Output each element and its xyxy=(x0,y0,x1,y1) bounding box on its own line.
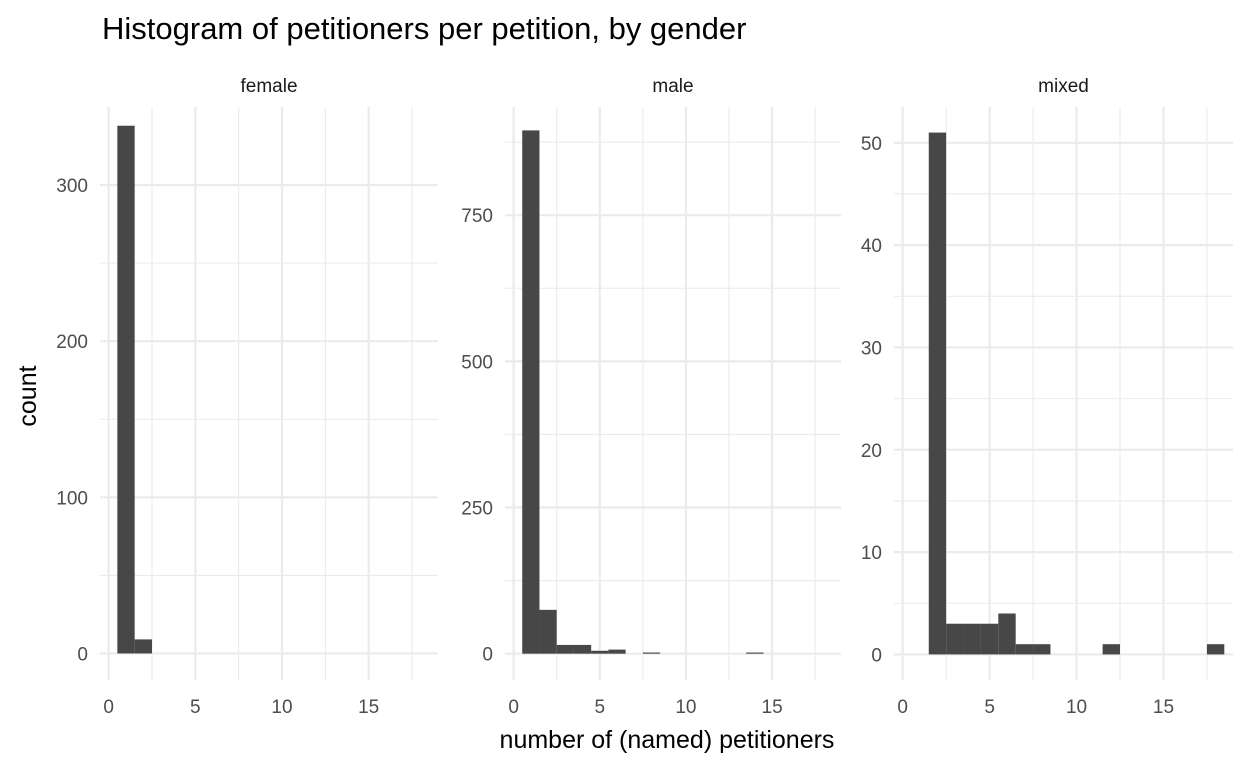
y-tick-label: 50 xyxy=(861,134,882,155)
x-tick-label: 5 xyxy=(190,697,201,718)
x-tick-label: 15 xyxy=(1153,697,1174,718)
histogram-bar xyxy=(556,644,574,654)
histogram-bar xyxy=(980,623,999,655)
y-tick-label: 0 xyxy=(77,644,88,665)
histogram-bar xyxy=(608,649,626,654)
y-tick-label: 30 xyxy=(861,338,882,359)
y-tick-label: 40 xyxy=(861,236,882,257)
histogram-bar xyxy=(573,644,592,654)
histogram-bar xyxy=(963,623,981,655)
histogram-bar xyxy=(539,609,557,654)
histogram-bar xyxy=(1206,644,1225,655)
y-tick-label: 0 xyxy=(871,645,882,666)
y-tick-label: 20 xyxy=(861,441,882,462)
x-tick-label: 15 xyxy=(358,697,379,718)
x-tick-label: 5 xyxy=(984,697,995,718)
x-tick-label: 10 xyxy=(271,697,292,718)
histogram-bar xyxy=(946,623,964,655)
facet-female: female 0 100 200 300 0 5 10 15 xyxy=(56,76,438,718)
x-tick-label: 15 xyxy=(762,697,783,718)
histogram-bar xyxy=(998,613,1016,655)
histogram-bar xyxy=(1033,644,1051,655)
y-tick-label: 200 xyxy=(56,332,88,353)
y-tick-label: 250 xyxy=(461,499,493,520)
y-tick-label: 300 xyxy=(56,176,88,197)
facet-mixed: mixed 0 10 20 30 40 50 0 5 10 15 xyxy=(861,76,1233,718)
x-tick-label: 10 xyxy=(1066,697,1087,718)
y-tick-label: 0 xyxy=(482,645,493,666)
x-tick-label: 0 xyxy=(508,697,519,718)
histogram-bar xyxy=(928,132,947,655)
y-tick-label: 750 xyxy=(461,206,493,227)
histogram-bar xyxy=(591,650,609,654)
facet-male: male 0 250 500 750 0 5 10 15 xyxy=(461,76,841,718)
x-tick-label: 10 xyxy=(675,697,696,718)
x-tick-label: 0 xyxy=(103,697,114,718)
y-tick-label: 100 xyxy=(56,488,88,509)
x-tick-label: 5 xyxy=(594,697,605,718)
x-tick-label: 0 xyxy=(897,697,908,718)
histogram-bar xyxy=(522,130,540,654)
y-axis-title: count xyxy=(14,365,42,426)
facet-strip-label: female xyxy=(240,76,297,97)
facet-strip-label: male xyxy=(652,76,693,97)
histogram-bar xyxy=(746,652,764,654)
histogram-bar xyxy=(134,639,152,654)
x-axis-title: number of (named) petitioners xyxy=(500,726,835,754)
histogram-bar xyxy=(1015,644,1034,655)
y-tick-label: 10 xyxy=(861,543,882,564)
histogram-bar xyxy=(117,125,135,654)
facet-strip-label: mixed xyxy=(1038,76,1089,97)
chart-title: Histogram of petitioners per petition, b… xyxy=(102,11,746,46)
y-tick-label: 500 xyxy=(461,352,493,373)
histogram-bar xyxy=(1102,644,1120,655)
histogram-bar xyxy=(642,652,661,654)
